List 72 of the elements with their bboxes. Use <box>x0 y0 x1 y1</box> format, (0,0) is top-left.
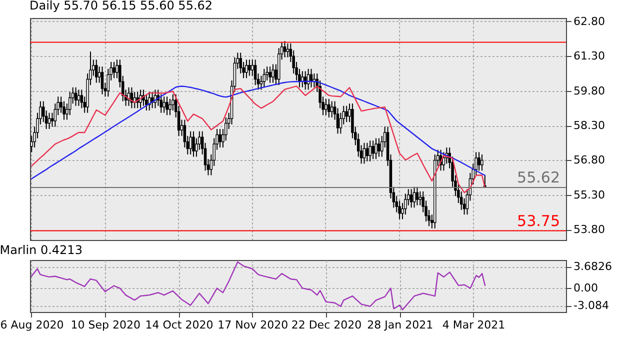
y-tick-label: 3.6826 <box>574 260 612 274</box>
x-tick-label: 28 Jan 2021 <box>367 318 434 332</box>
candlestick <box>480 154 484 172</box>
candlestick <box>362 142 366 164</box>
x-tick-label: 14 Oct 2020 <box>145 318 214 332</box>
candlestick <box>301 70 304 88</box>
candlestick <box>412 186 416 208</box>
candlestick <box>245 59 248 79</box>
candlestick <box>192 130 195 158</box>
candlestick <box>160 94 163 114</box>
candlestick <box>286 42 290 58</box>
candlestick <box>77 89 80 106</box>
candlestick <box>330 100 334 118</box>
candlestick <box>366 142 369 162</box>
y-tick-label: 61.30 <box>574 50 605 63</box>
chart-title: Daily 55.70 56.15 55.60 55.62 <box>30 0 213 12</box>
candlestick <box>145 94 148 111</box>
candlestick <box>416 186 419 206</box>
candlestick <box>254 59 257 86</box>
candlestick <box>68 92 72 116</box>
candlestick <box>162 96 166 114</box>
candlestick <box>189 130 192 155</box>
candlestick <box>50 112 54 128</box>
candlestick <box>239 52 242 74</box>
y-tick-label: 53.80 <box>574 223 605 236</box>
y-tick-label: 0.00 <box>574 281 598 294</box>
candlestick <box>368 140 372 162</box>
candlestick <box>139 89 142 109</box>
candlestick <box>283 40 286 58</box>
candlestick <box>218 128 222 148</box>
ref-line-label: 55.62 <box>517 168 560 187</box>
y-tick-label: 56.80 <box>574 154 605 167</box>
ref-line-label: 53.75 <box>517 212 560 230</box>
candlestick <box>62 100 66 120</box>
candlestick <box>372 140 374 160</box>
candlestick <box>272 64 274 84</box>
candlestick <box>324 98 328 116</box>
candlestick <box>248 59 251 76</box>
y-tick-label: -3.084 <box>574 299 609 312</box>
candlestick <box>268 66 272 84</box>
candlestick <box>478 152 480 172</box>
line-series <box>30 261 486 310</box>
candlestick <box>80 89 84 109</box>
x-tick-label: 17 Nov 2020 <box>218 318 288 332</box>
candlestick <box>374 138 378 160</box>
candlestick <box>404 193 407 216</box>
candlestick <box>112 61 116 79</box>
y-tick-label: 62.80 <box>574 14 605 28</box>
candlestick <box>94 59 98 84</box>
y-tick-label: 55.30 <box>574 188 605 202</box>
chart-title: Marlin 0.4213 <box>0 243 82 257</box>
candlestick <box>410 188 413 208</box>
x-tick-label: 22 Dec 2020 <box>291 318 362 332</box>
x-tick-label: 6 Aug 2020 <box>0 318 64 332</box>
candlestick <box>250 59 254 76</box>
y-tick-label: 59.80 <box>574 84 605 98</box>
candlestick <box>100 66 104 95</box>
candlestick <box>345 105 348 123</box>
x-tick-label: 10 Sep 2020 <box>70 318 140 332</box>
candlestick <box>48 112 51 130</box>
candlestick <box>166 96 168 116</box>
x-tick-label: 4 Mar 2021 <box>442 318 506 332</box>
candlestick <box>172 94 174 111</box>
candlestick <box>262 68 266 88</box>
candlestick <box>398 200 401 220</box>
candlestick <box>378 138 380 158</box>
candlestick <box>116 59 118 79</box>
candlestick <box>328 98 330 118</box>
candlestick <box>418 190 422 206</box>
candlestick <box>74 86 78 106</box>
candlestick <box>168 98 172 116</box>
y-tick-label: 58.30 <box>574 119 605 132</box>
